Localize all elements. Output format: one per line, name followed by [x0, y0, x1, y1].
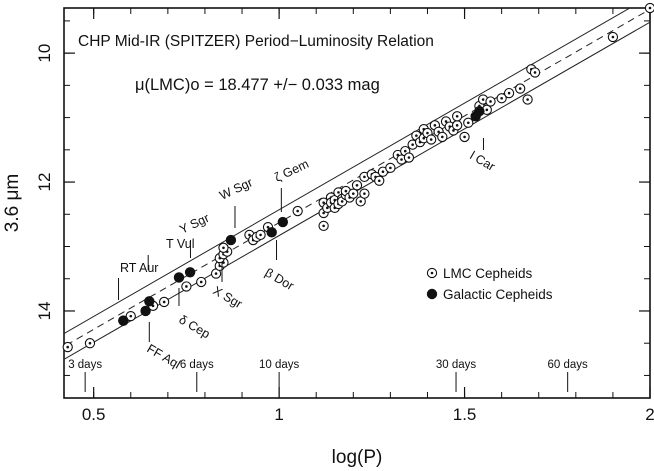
lmc-cepheid-point	[62, 341, 73, 353]
lmc-cepheid-point	[385, 162, 396, 174]
lmc-cepheid-point	[255, 229, 266, 241]
galactic-cepheid-point	[118, 315, 129, 326]
period-markers: 3 days 6 days 10 days 30 days 60 days	[68, 359, 588, 392]
lmc-cepheid-point	[374, 175, 385, 186]
lmc-cepheid-point	[403, 152, 415, 163]
data-points	[62, 2, 654, 353]
lmc-cepheid-point	[437, 131, 448, 143]
legend: LMC Cepheids Galactic Cepheids	[426, 266, 553, 302]
lmc-cepheid-point	[515, 83, 526, 94]
distance-modulus-label: μ(LMC)o = 18.477 +/− 0.033 mag	[135, 76, 380, 94]
lmc-cepheid-point	[348, 188, 359, 199]
galactic-cepheid-point	[184, 267, 196, 278]
lmc-cepheid-point	[125, 310, 136, 322]
y-tick-label: 12	[35, 173, 54, 192]
galactic-cepheid-point	[474, 105, 485, 117]
chart-title: CHP Mid-IR (SPITZER) Period−Luminosity R…	[78, 33, 434, 50]
lmc-cepheid-point	[529, 67, 541, 78]
lmc-cepheid-point	[485, 96, 496, 107]
period-marker-60-days: 60 days	[548, 359, 589, 371]
galactic-cepheid-point	[277, 216, 289, 228]
x-tick-label: 1	[274, 405, 283, 424]
lmc-cepheid-point	[522, 94, 533, 105]
lmc-cepheid-point	[503, 87, 515, 99]
annotation-t-vul: T Vul	[166, 237, 195, 251]
lmc-cepheid-point	[158, 296, 170, 308]
y-tick-label: 14	[35, 302, 54, 321]
lmc-cepheid-point	[459, 131, 470, 143]
pl-relation-upper-bound	[64, 8, 631, 335]
lmc-cepheid-point	[451, 111, 463, 122]
galactic-cepheid-point	[144, 296, 155, 307]
y-axis-label: 3.6 μm	[2, 174, 23, 232]
y-tick-label: 10	[35, 44, 54, 63]
x-tick-label: 2	[645, 405, 654, 424]
legend-label-lmc: LMC Cepheids	[443, 266, 533, 281]
lmc-cepheid-point	[607, 31, 619, 43]
annotation-rt-aur: RT Aur	[120, 261, 158, 275]
lmc-cepheid-point	[496, 93, 507, 104]
legend-marker-galactic	[426, 288, 438, 300]
lmc-cepheid-point	[351, 180, 363, 191]
galactic-cepheid-point	[225, 234, 237, 246]
lmc-cepheid-point	[292, 205, 303, 217]
galactic-cepheid-point	[266, 227, 277, 238]
lmc-cepheid-point	[84, 338, 96, 349]
lmc-cepheid-point	[426, 134, 437, 145]
lmc-cepheid-point	[644, 2, 654, 14]
x-tick-label: 0.5	[82, 405, 106, 424]
legend-marker-lmc	[426, 267, 438, 279]
lmc-cepheid-point	[463, 117, 474, 128]
x-axis-label: log(P)	[332, 447, 383, 468]
axis-ticks: 0.5 1 1.5 2 10 12 14	[35, 8, 654, 424]
lmc-cepheid-point	[196, 276, 207, 288]
lmc-cepheid-point	[451, 120, 463, 131]
period-marker-6-days: 6 days	[180, 359, 214, 371]
x-tick-label: 1.5	[453, 405, 477, 424]
period-marker-10-days: 10 days	[259, 359, 300, 371]
galactic-cepheid-point	[140, 305, 151, 317]
period-marker-30-days: 30 days	[436, 359, 477, 371]
galactic-cepheid-point	[173, 272, 185, 283]
lmc-cepheid-point	[318, 220, 329, 232]
legend-label-galactic: Galactic Cepheids	[443, 287, 553, 302]
lmc-cepheid-point	[359, 188, 370, 199]
legend-lmc-symbol	[426, 267, 438, 279]
lmc-cepheid-point	[210, 268, 222, 279]
lmc-cepheid-point	[181, 281, 192, 292]
period-marker-3-days: 3 days	[68, 359, 102, 371]
lmc-cepheid-point	[218, 242, 229, 253]
